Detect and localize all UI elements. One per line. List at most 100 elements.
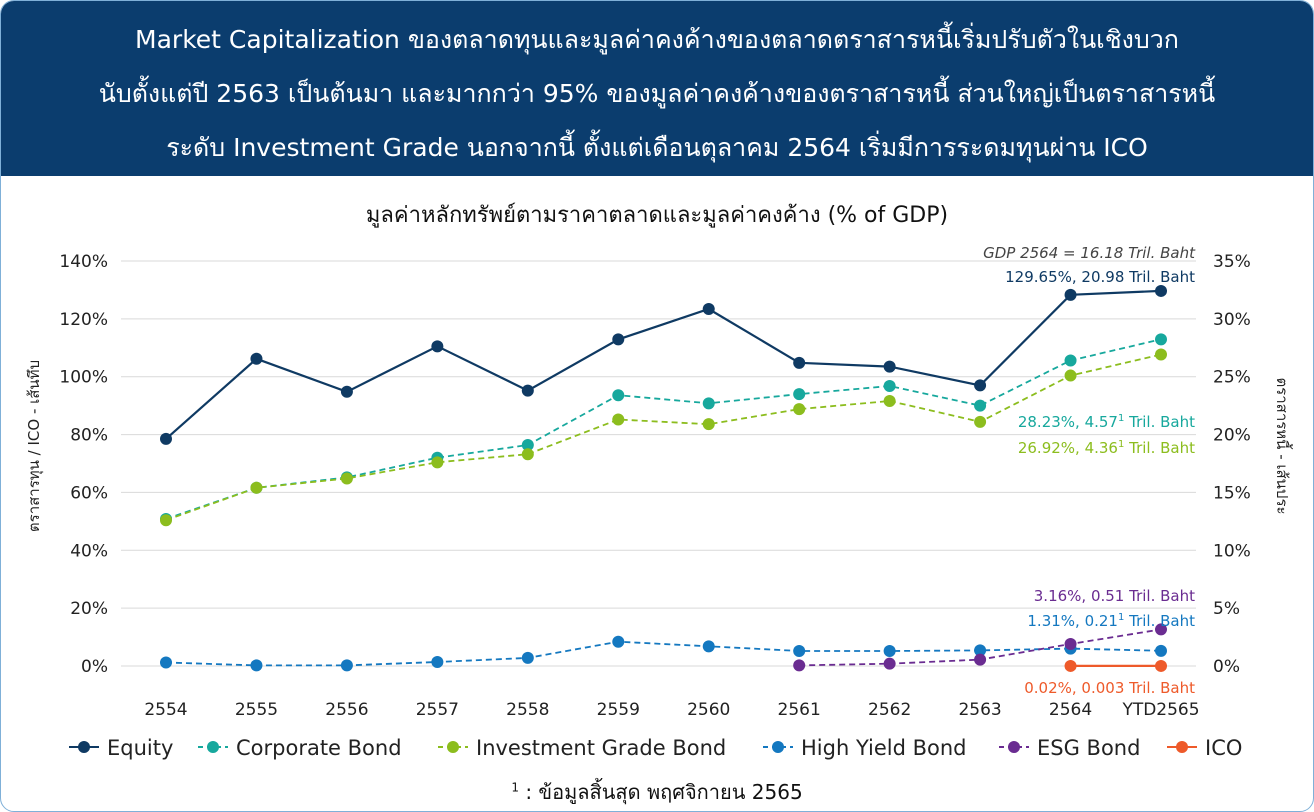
data-point-corporate-bond xyxy=(702,397,715,410)
y-right-tick-label: 0% xyxy=(1213,657,1240,677)
data-point-high-yield-bond xyxy=(521,651,534,664)
data-point-equity xyxy=(1155,284,1167,297)
data-point-corporate-bond xyxy=(521,438,534,451)
legend-swatch-marker xyxy=(1008,741,1020,753)
footnote-text: : ข้อมูลสิ้นสุด พฤศจิกายน 2565 xyxy=(518,780,803,804)
headline-line-1: Market Capitalization ของตลาดทุนและมูลค่… xyxy=(135,25,1179,54)
series-line-investment-grade-bond xyxy=(165,353,1162,522)
series-equity xyxy=(160,284,1167,445)
data-point-esg-bond xyxy=(883,657,896,670)
y-right-tick-label: 30% xyxy=(1213,310,1251,330)
data-point-investment-grade-bond xyxy=(160,514,172,527)
x-tick-label: YTD2565 xyxy=(1121,700,1199,720)
y-axis-left-label: ตราสารทุน / ICO - เส้นทึบ xyxy=(25,360,44,532)
data-point-equity xyxy=(250,352,263,365)
data-point-equity xyxy=(974,379,987,392)
data-point-high-yield-bond xyxy=(250,659,263,672)
data-point-high-yield-bond xyxy=(702,640,715,653)
annotation-label: 28.23%, 4.571 Tril. Baht xyxy=(1018,413,1195,431)
data-point-ico xyxy=(1155,659,1167,672)
annotation-label: 0.02%, 0.003 Tril. Baht xyxy=(1024,679,1195,697)
data-point-esg-bond xyxy=(1155,623,1167,636)
legend: Equity Corporate Bond Investment Grade Bon… xyxy=(69,736,1242,760)
legend-item-corporate-bond: Corporate Bond xyxy=(198,736,402,760)
data-point-equity xyxy=(340,385,353,398)
y-right-tick-label: 10% xyxy=(1213,541,1251,561)
data-point-high-yield-bond xyxy=(883,644,896,657)
data-point-investment-grade-bond xyxy=(1155,348,1167,361)
data-point-investment-grade-bond xyxy=(1064,369,1077,382)
legend-swatch-marker xyxy=(207,741,219,753)
series-corporate-bond xyxy=(160,333,1167,526)
y-left-tick-label: 120% xyxy=(59,310,108,330)
legend-swatch-marker xyxy=(1176,741,1188,753)
data-point-corporate-bond xyxy=(1064,354,1077,367)
x-tick-label: 2560 xyxy=(687,700,730,720)
series-line-equity xyxy=(165,289,1162,440)
data-point-equity xyxy=(883,360,896,373)
data-point-esg-bond xyxy=(1064,638,1077,651)
y-left-tick-label: 20% xyxy=(70,599,108,619)
y-right-tick-label: 20% xyxy=(1213,426,1251,446)
x-tick-label: 2564 xyxy=(1049,700,1092,720)
series-line-high-yield-bond xyxy=(165,640,1162,667)
legend-label: High Yield Bond xyxy=(801,736,967,760)
series xyxy=(160,284,1167,672)
x-tick-label: 2556 xyxy=(325,700,368,720)
legend-swatch-marker xyxy=(78,741,90,753)
annotation-label: 3.16%, 0.51 Tril. Baht xyxy=(1034,587,1195,605)
data-point-investment-grade-bond xyxy=(521,448,534,461)
data-point-equity xyxy=(1064,288,1077,301)
data-point-investment-grade-bond xyxy=(612,413,625,426)
data-point-esg-bond xyxy=(793,659,806,672)
data-point-corporate-bond xyxy=(883,379,896,392)
chart-title: มูลค่าหลักทรัพย์ตามราคาตลาดและมูลค่าคงค้… xyxy=(366,203,948,228)
data-point-equity xyxy=(431,340,444,353)
y-axis-right-label: ตราสารหนี้ - เส้นประ xyxy=(1273,377,1293,514)
legend-label: ESG Bond xyxy=(1037,736,1140,760)
data-point-high-yield-bond xyxy=(160,656,172,669)
gridlines xyxy=(121,260,1196,667)
series-esg-bond xyxy=(793,623,1167,672)
y-right-tick-label: 35% xyxy=(1213,252,1251,272)
data-point-equity xyxy=(612,333,625,346)
data-point-high-yield-bond xyxy=(974,644,987,657)
headline-banner: Market Capitalization ของตลาดทุนและมูลค่… xyxy=(1,1,1313,176)
data-point-investment-grade-bond xyxy=(883,395,896,408)
annotation-label: 26.92%, 4.361 Tril. Baht xyxy=(1018,439,1195,457)
legend-label: Investment Grade Bond xyxy=(476,736,726,760)
x-tick-label: 2557 xyxy=(416,700,459,720)
legend-item-esg-bond: ESG Bond xyxy=(999,736,1140,760)
data-point-equity xyxy=(793,356,806,369)
data-point-corporate-bond xyxy=(612,389,625,402)
y-left-tick-label: 0% xyxy=(81,657,108,677)
x-tick-label: 2562 xyxy=(868,700,911,720)
data-point-corporate-bond xyxy=(974,399,987,412)
y-right-tick-label: 5% xyxy=(1213,599,1240,619)
x-tick-label: 2555 xyxy=(235,700,278,720)
data-point-high-yield-bond xyxy=(1155,644,1167,657)
data-point-equity xyxy=(160,432,172,445)
x-tick-label: 2554 xyxy=(144,700,187,720)
legend-item-ico: ICO xyxy=(1167,736,1242,760)
legend-swatch-marker xyxy=(772,741,784,753)
data-point-high-yield-bond xyxy=(431,655,444,668)
data-point-high-yield-bond xyxy=(793,644,806,657)
y-left-tick-label: 140% xyxy=(59,252,108,272)
headline-line-2: นับตั้งแต่ปี 2563 เป็นต้นมา และมากกว่า 9… xyxy=(98,79,1216,108)
x-tick-label: 2561 xyxy=(778,700,821,720)
y-left-tick-label: 80% xyxy=(70,426,108,446)
legend-label: ICO xyxy=(1205,736,1242,760)
gdp-note: GDP 2564 = 16.18 Tril. Baht xyxy=(983,244,1196,262)
legend-swatch-marker xyxy=(447,741,459,753)
series-line-corporate-bond xyxy=(165,338,1162,520)
footnote-mark: 1 xyxy=(511,780,519,795)
footnote: 1 : ข้อมูลสิ้นสุด พฤศจิกายน 2565 xyxy=(1,776,1313,808)
legend-item-investment-grade-bond: Investment Grade Bond xyxy=(438,736,726,760)
y-right-tick-label: 25% xyxy=(1213,368,1251,388)
data-point-investment-grade-bond xyxy=(250,481,263,494)
data-point-investment-grade-bond xyxy=(431,456,444,469)
series-ico xyxy=(1064,659,1167,672)
data-point-ico xyxy=(1064,659,1077,672)
